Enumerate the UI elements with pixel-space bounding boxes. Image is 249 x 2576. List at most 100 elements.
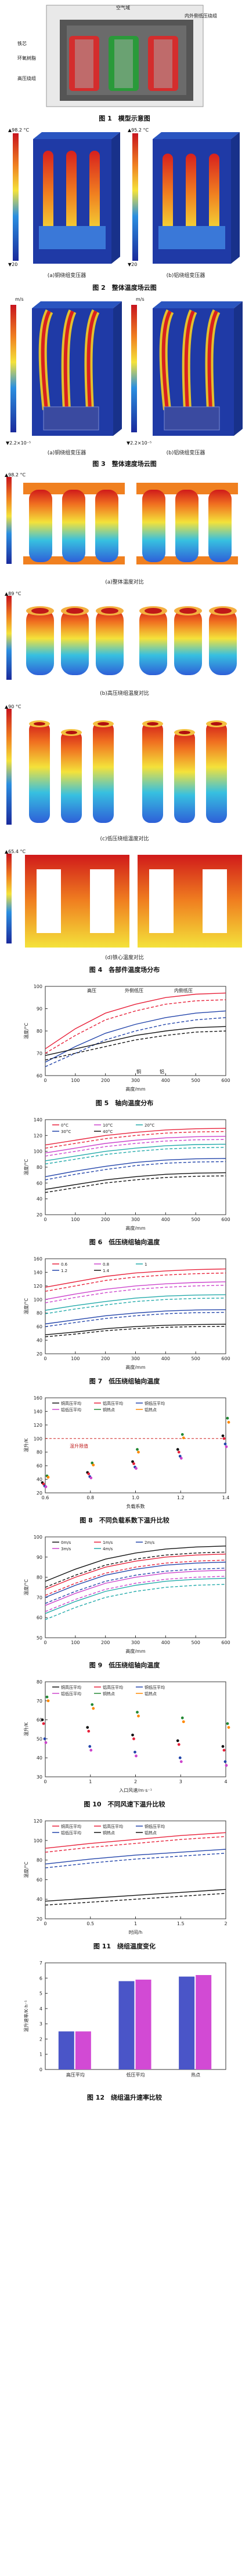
fig4-panel-d [6,854,242,948]
x-tick-label: 1 [134,1921,137,1926]
plot-frame [45,1536,226,1638]
y-tick-label: 80 [37,1165,42,1170]
fig3-section: m/s ▼2.2×10⁻⁵ m/s ▼2.2×10⁻⁵ (a)铜绕组变压器 (b… [0,297,249,471]
x-tick-label: 400 [161,1217,170,1222]
data-point [181,1716,184,1719]
data-point [86,1726,89,1729]
x-tick-label: 400 [161,1640,170,1645]
series-line [45,1128,226,1146]
y-tick-label: 100 [34,1297,42,1302]
data-point [42,1482,45,1486]
fig8-caption: 图 8 不同负载系数下温升比较 [80,1517,169,1524]
data-point [225,1764,228,1767]
y-tick-label: 30 [37,1775,42,1780]
x-tick-label: 1.2 [177,1495,185,1500]
fig3-scale-bot-a: ▼2.2×10⁻⁵ [6,440,31,446]
y-tick-label: 5 [39,1991,42,1996]
plot-frame [45,986,226,1076]
fig5-chart: 60 70 80 90 100 温度/°C 高度/mm 0 100 200 300 400 500 600 [23,984,230,1092]
data-point [42,1722,45,1725]
x-tick-label: 500 [192,1356,200,1361]
series-line [45,1324,226,1335]
series-line [45,1143,226,1161]
fig3-subcaption-b: (b)铝绕组变压器 [166,450,205,456]
series-line [45,1561,226,1598]
y-axis-label: 温度/°C [23,1298,29,1314]
y-axis-label: 温度/°C [23,1158,29,1175]
y-tick-label: 6 [39,1976,42,1981]
data-point [136,1711,139,1714]
fig9-caption: 图 9 低压绕组轴向温度 [89,1662,160,1669]
x-tick-label: 300 [131,1640,140,1645]
fig4-caption: 图 4 各部件温度场分布 [89,966,160,974]
data-point [89,1748,93,1752]
y-tick-label: 60 [37,1463,42,1469]
y-tick-label: 40 [37,1755,42,1761]
y-tick-label: 20 [37,1351,42,1357]
fig4-scale-a: ▲98.2 °C [5,472,26,478]
legend-label: 1.2 [61,1269,67,1273]
x-axis-label: 入口风速/m·s⁻¹ [119,1788,152,1793]
series-line [45,1849,226,1865]
legend-label: 铜低压平均 [145,1685,165,1690]
data-point [177,1451,181,1454]
y-tick-label: 60 [37,1718,42,1723]
data-point [136,1448,139,1451]
series-line [45,1131,226,1149]
fig11-chart: 20 40 60 80 100 120 温度/°C 时间/h 0 0.5 1 1.5 2 铜高压平均 铝高压… [23,1819,228,1935]
y-tick-label: 140 [34,1270,42,1275]
fig2-scale-top-a: ▲98.2 °C [8,127,30,133]
x-axis-label: 时间/h [129,1929,143,1935]
series-line [45,1272,226,1292]
fig3-velocity-panel-a [10,301,122,436]
x-tick-label: 100 [71,1640,80,1645]
bar [135,1979,151,2069]
x-tick-label: 1.5 [177,1921,185,1926]
fig12-caption: 图 12 绕组温升速率比较 [86,2094,163,2101]
series-line [45,1893,226,1905]
x-tick-label: 0.6 [42,1495,49,1500]
x-tick-label: 600 [221,1078,230,1083]
data-point [46,1475,50,1479]
y-tick-label: 40 [37,1197,42,1202]
data-point [131,1733,134,1737]
y-tick-label: 160 [34,1396,42,1401]
data-point [41,1718,44,1721]
fig2-scale-bot-b: ▼20 [128,262,138,267]
plot-frame [45,1119,226,1215]
fig9-chart: 50 60 70 80 90 100 温度/°C 高度/mm 0 100 200 300 400 500 6… [23,1535,230,1654]
fig5-legend-lv-outer: 外侧低压 [125,988,143,993]
fig4-subcaption-c: (c)低压绕组温度对比 [100,836,149,842]
data-point [221,1434,225,1437]
y-tick-label: 1 [39,2052,42,2057]
data-point [135,1754,138,1758]
fig4-panel-a [6,477,238,564]
y-tick-label: 80 [37,1311,42,1316]
y-tick-label: 100 [34,1838,42,1843]
fig8-annotation: 温升限值 [70,1444,88,1449]
y-tick-label: 70 [37,1595,42,1600]
y-tick-label: 80 [37,1679,42,1685]
x-tick-label: 2 [134,1779,137,1784]
fig1-model-diagram [46,5,204,107]
series-line [45,1546,226,1582]
legend-label: 0.6 [61,1262,68,1267]
x-tick-label: 600 [221,1356,230,1361]
label-hv-winding: 高压绕组 [17,76,36,81]
fig4-scale-c: ▲90 °C [5,704,21,709]
y-tick-label: 40 [37,1338,42,1343]
fig6-section: 20 40 60 80 100 120 140 温度/°C 高度/mm 0 100 200 300 400… [0,1113,249,1249]
x-tick-label: 0 [44,1779,46,1784]
legend-label: 20°C [145,1123,154,1128]
series-line [45,1281,226,1300]
x-tick-label: 500 [192,1217,200,1222]
x-tick-label: 500 [192,1078,200,1083]
series-line [45,999,226,1054]
legend-label: 1.4 [103,1269,110,1273]
label-core: 铁芯 [17,41,27,46]
bar [75,2031,91,2069]
data-point [135,1467,138,1470]
series-line [45,992,226,1050]
data-point [179,1456,183,1460]
series-line [45,1139,226,1157]
